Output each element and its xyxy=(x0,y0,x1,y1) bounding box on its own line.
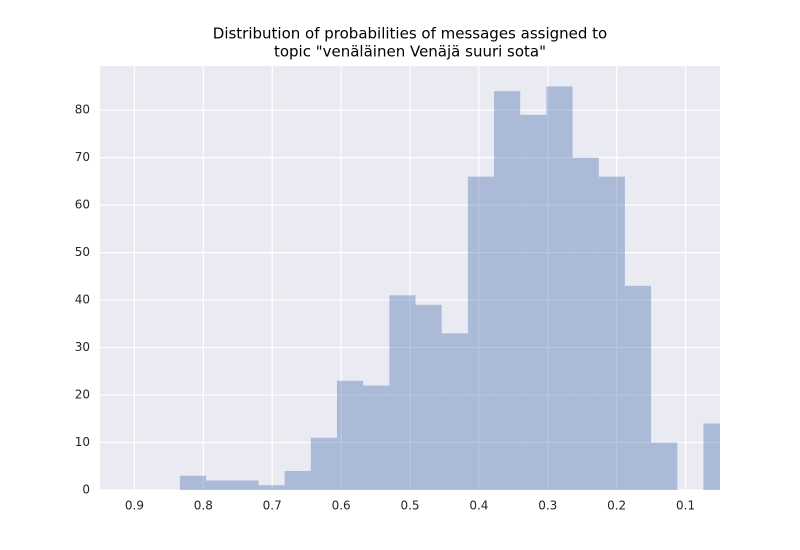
x-tick-label: 0.5 xyxy=(400,499,419,513)
bar xyxy=(415,304,442,490)
y-tick-label: 50 xyxy=(75,245,90,259)
bar xyxy=(624,285,652,490)
x-tick-label: 0.2 xyxy=(607,499,626,513)
x-tick-label: 0.7 xyxy=(263,499,282,513)
bar xyxy=(598,176,625,490)
y-tick-label: 80 xyxy=(75,103,90,117)
x-tick-label: 0.3 xyxy=(538,499,557,513)
grid xyxy=(100,66,720,491)
x-tick-label: 0.4 xyxy=(469,499,488,513)
x-tick-label: 0.9 xyxy=(125,499,144,513)
bar xyxy=(284,471,311,490)
bar xyxy=(546,86,573,490)
bar xyxy=(572,157,599,490)
bar xyxy=(310,437,337,490)
bar xyxy=(441,333,468,490)
bar xyxy=(494,91,521,490)
bar xyxy=(467,176,495,490)
y-tick-label: 10 xyxy=(75,435,90,449)
bar xyxy=(232,480,259,490)
bar xyxy=(206,480,233,490)
bar xyxy=(651,442,678,490)
y-tick-label: 40 xyxy=(75,293,90,307)
bar xyxy=(703,423,720,490)
chart-title: Distribution of probabilities of message… xyxy=(213,25,607,43)
x-tick-label: 0.8 xyxy=(194,499,213,513)
y-tick-label: 70 xyxy=(75,150,90,164)
x-tick-label: 0.1 xyxy=(676,499,695,513)
bar xyxy=(520,114,547,490)
bars xyxy=(179,86,720,490)
bar xyxy=(336,380,364,490)
y-tick-label: 20 xyxy=(75,388,90,402)
y-tick-label: 60 xyxy=(75,198,90,212)
chart-title: topic "venäläinen Venäjä suuri sota" xyxy=(274,43,546,61)
y-tick-label: 0 xyxy=(82,483,90,497)
x-tick-label: 0.6 xyxy=(332,499,351,513)
y-tick-label: 30 xyxy=(75,340,90,354)
bar xyxy=(389,295,416,490)
bar xyxy=(179,475,207,490)
bar xyxy=(363,385,390,490)
bar xyxy=(258,485,285,490)
